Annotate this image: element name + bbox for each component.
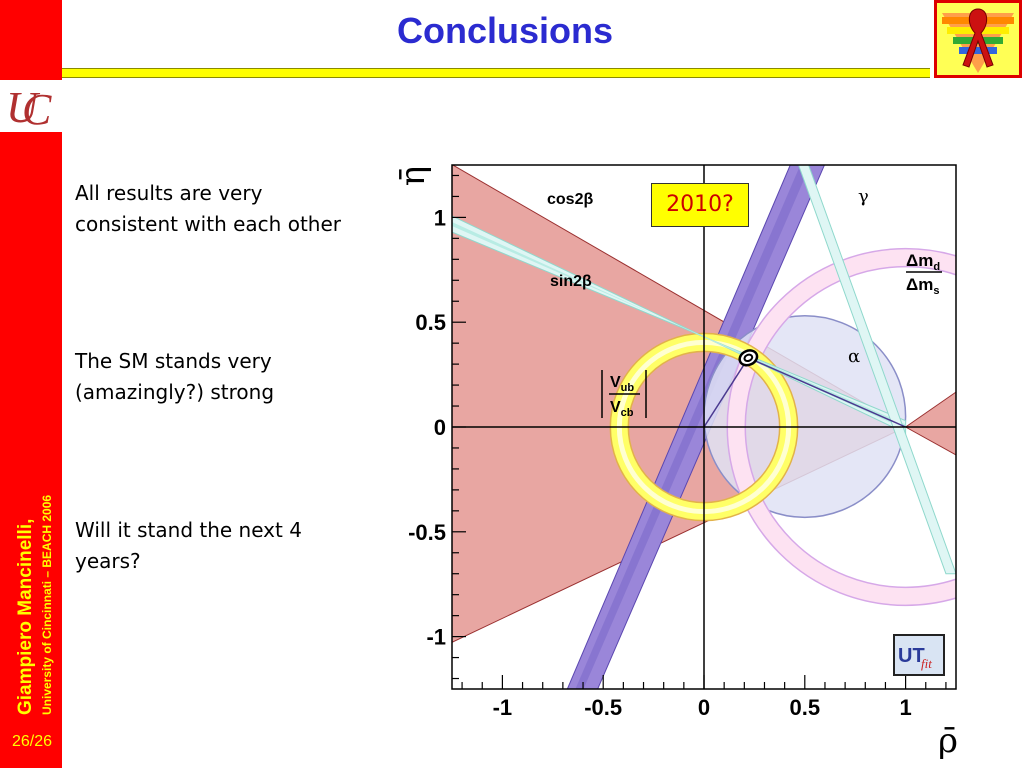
annotation-2010: 2010? <box>651 183 749 227</box>
y-axis-label: η̄ <box>393 166 433 186</box>
plot-area <box>452 165 956 689</box>
cos2beta-wedge-left <box>452 165 907 643</box>
unitarity-triangle-chart: 1 -1 -0.5 0 0.5 1 0.5 0 -0.5 -1 ρ̄ η̄ co… <box>393 164 958 760</box>
label-gamma: γ <box>858 186 869 207</box>
svg-text:fit: fit <box>921 656 932 671</box>
affiliation: University of Cincinnati – BEACH 2006 <box>40 495 54 715</box>
label-dms: Δms <box>906 275 939 297</box>
x-tick-label-minus1: -1 <box>493 695 513 720</box>
svg-text:U: U <box>6 83 41 132</box>
y-tick-label-minus1: -1 <box>426 625 446 650</box>
y-tick-label-0: 0 <box>434 415 446 440</box>
slide-title: Conclusions <box>396 10 614 51</box>
label-alpha: α <box>848 346 860 367</box>
y-tick-label-1: 1 <box>434 205 446 230</box>
aids-ribbon-logo <box>934 0 1022 78</box>
axis-ticks <box>452 174 947 689</box>
author-name: Giampiero Mancinelli, <box>15 519 36 715</box>
x-tick-label-05: 0.5 <box>790 695 821 720</box>
label-vub-vcb: Vub Vcb <box>601 370 647 419</box>
label-cos2beta: cos2β <box>547 191 593 208</box>
cos2beta-wedge-right <box>904 391 956 456</box>
label-dmd: Δmd <box>906 251 940 273</box>
uc-logo-icon: U C <box>6 83 52 134</box>
apex-contour-inner <box>743 353 754 363</box>
x-axis-label: ρ̄ <box>938 721 958 760</box>
label-vub: Vub <box>610 374 634 394</box>
alpha-secondary-band <box>797 165 956 575</box>
bullet-next-years: Will it stand the next 4 years? <box>75 518 302 573</box>
y-tick-label-05: 0.5 <box>415 310 446 335</box>
utfit-logo-icon: UT fit <box>898 645 932 671</box>
bullet-sm-strong: The SM stands very (amazingly?) strong <box>75 349 275 404</box>
author-footer: Giampiero Mancinelli, University of Cinc… <box>15 495 54 715</box>
x-tick-label-0: 0 <box>698 695 710 720</box>
utfit-logo: UT fit <box>893 634 945 676</box>
red-ribbon-icon <box>942 8 1014 73</box>
svg-text:C: C <box>22 85 52 132</box>
title-underline <box>62 68 930 78</box>
y-tick-label-minus05: -0.5 <box>408 520 446 545</box>
uc-logo: U C <box>0 80 62 134</box>
svg-text:UT: UT <box>898 645 925 667</box>
x-tick-label-minus05: -0.5 <box>584 695 622 720</box>
page-number: 26/26 <box>12 733 53 750</box>
label-vcb: Vcb <box>610 399 634 419</box>
bullet-consistent: All results are very consistent with eac… <box>75 181 341 236</box>
label-sin2beta: sin2β <box>550 273 592 290</box>
label-dmd-dms: Δmd Δms <box>906 251 942 297</box>
x-tick-label-1: 1 <box>899 695 911 720</box>
